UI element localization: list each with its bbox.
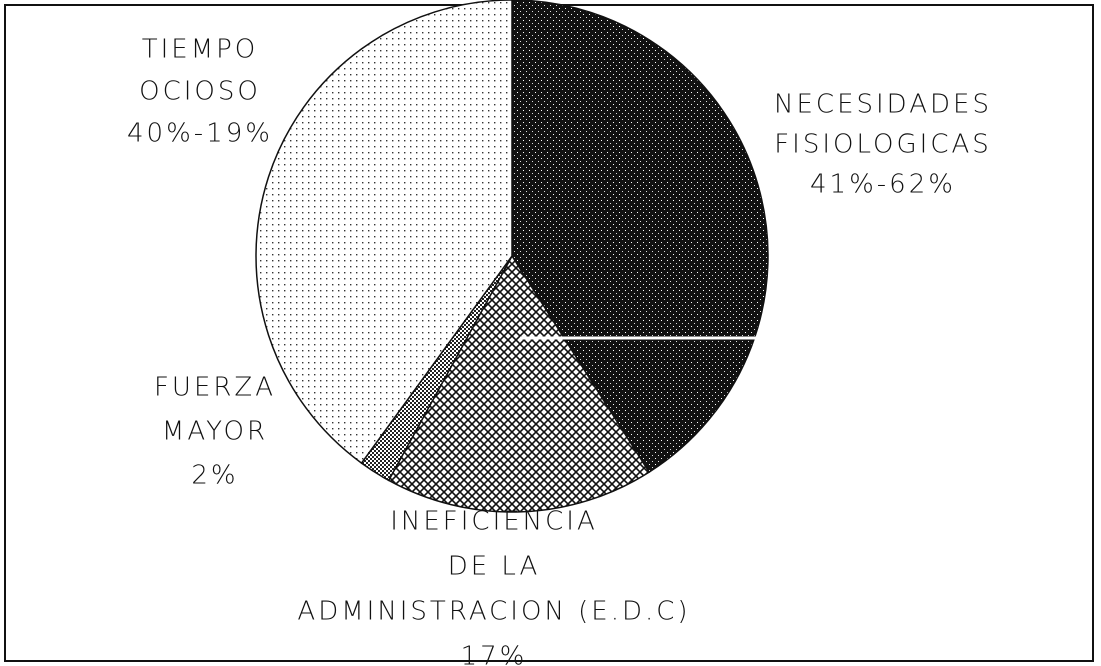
slice-label: ADMINISTRACION (E.D.C) xyxy=(297,597,690,627)
pie-slice xyxy=(387,254,651,513)
value-label: 2% xyxy=(191,461,238,491)
slice-label: FUERZA xyxy=(154,373,276,403)
value-label: 41%-62% xyxy=(810,170,956,200)
slice-label: DE LA xyxy=(448,552,541,582)
value-label: 17% xyxy=(461,642,528,666)
slice-label: TIEMPO xyxy=(142,35,259,65)
slice-label: MAYOR xyxy=(162,417,268,447)
slice-label: FISIOLOGICAS xyxy=(774,130,992,160)
pie-slice xyxy=(511,0,769,474)
slice-label: OCIOSO xyxy=(139,77,261,107)
slice-label: NECESIDADES xyxy=(774,90,992,120)
pie-slice xyxy=(255,0,513,465)
value-label: 40%-19% xyxy=(127,119,273,149)
slice-label: INEFICIENCIA xyxy=(390,507,597,537)
